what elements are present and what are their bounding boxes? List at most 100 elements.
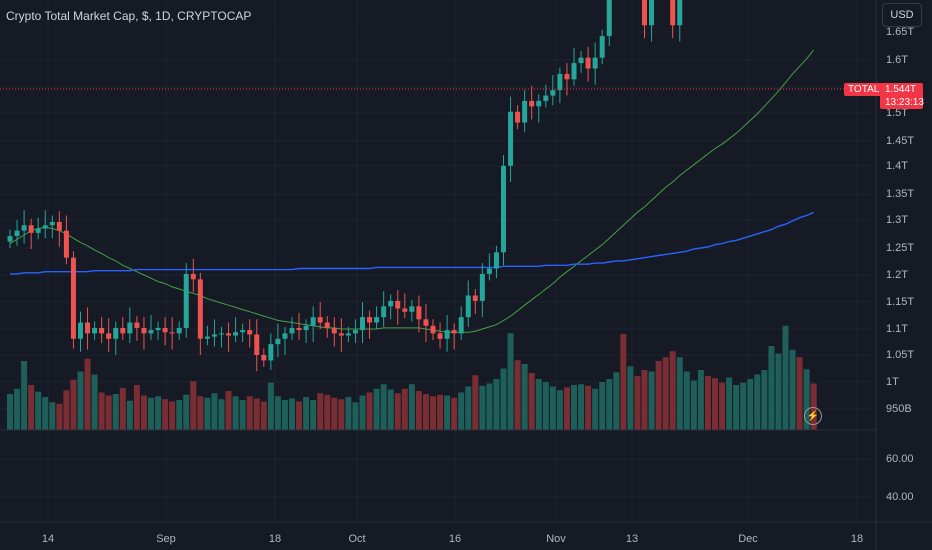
volume-bar [697, 370, 704, 430]
volume-bar [331, 397, 338, 430]
volume-bar [549, 386, 556, 430]
candle [70, 251, 76, 349]
candle [585, 46, 591, 82]
volume-bar [472, 375, 479, 430]
volume-bar [197, 396, 204, 430]
candle [63, 215, 69, 265]
volume-bar [493, 379, 500, 430]
volume-bar [310, 400, 317, 430]
candle [437, 322, 443, 349]
volume-bar [458, 392, 465, 430]
volume-bar [239, 400, 246, 430]
candle [360, 302, 365, 344]
candle [592, 42, 598, 85]
currency-button[interactable]: USD [882, 3, 922, 27]
candle [458, 306, 464, 340]
volume-bar [676, 357, 683, 430]
volume-bar [77, 371, 84, 430]
volume-bar [662, 357, 669, 430]
candle [578, 51, 584, 73]
volume-bar [408, 384, 415, 430]
bar-countdown: 13:23:13 [885, 97, 924, 108]
volume-bar [803, 369, 810, 430]
candle [465, 280, 471, 327]
volume-bar [648, 371, 655, 430]
volume-bar [578, 384, 585, 430]
candle [317, 302, 323, 330]
volume-bar [289, 398, 295, 430]
volume-bar [105, 395, 112, 430]
volume-bar [176, 400, 183, 430]
last-price-tag: 1.544T 13:23:13 [880, 83, 924, 109]
volume-bar [112, 394, 119, 430]
volume-bar [810, 383, 817, 430]
volume-bar [359, 395, 366, 430]
candle [190, 258, 196, 293]
volume-bar [768, 346, 775, 430]
candle [148, 314, 154, 340]
candle [219, 326, 224, 348]
volume-bar [690, 380, 697, 430]
volume-bar [21, 361, 28, 430]
candle [106, 318, 112, 352]
volume-bar [246, 396, 253, 430]
volume-bar [296, 401, 303, 430]
candle [522, 90, 528, 133]
volume-bar [190, 381, 197, 430]
volume-bar [775, 353, 782, 430]
candle [162, 317, 168, 346]
price-axis-label: 1.1T [886, 323, 909, 335]
volume-bar [63, 390, 70, 430]
candle [670, 0, 676, 39]
volume-bar [500, 368, 507, 430]
candle [395, 290, 401, 325]
candle [226, 322, 232, 352]
candle [78, 311, 83, 352]
volume-bar [317, 393, 324, 430]
candle [240, 323, 246, 343]
candle [261, 348, 267, 367]
indicator-axis-label: 60.00 [886, 453, 914, 465]
time-axis-label: 16 [448, 533, 462, 545]
volume-bar [183, 394, 190, 430]
candle [550, 74, 556, 106]
volume-bar [91, 374, 98, 430]
price-axis-label: 1.05T [886, 349, 915, 361]
volume-bar [669, 351, 676, 430]
volume-bar [49, 402, 56, 430]
volume-bar [740, 382, 747, 430]
volume-bar [444, 395, 451, 430]
volume-bar [521, 364, 528, 430]
candle [197, 272, 203, 355]
candle [254, 319, 260, 372]
volume-bar [324, 394, 331, 430]
volume-bar [733, 385, 740, 430]
candle [331, 317, 337, 347]
volume-bar [126, 400, 133, 430]
volume-bar [366, 392, 373, 430]
volume-bar [415, 391, 422, 430]
candle [85, 307, 91, 350]
candle [352, 319, 358, 344]
volume-bar [528, 373, 535, 430]
candle [381, 291, 387, 327]
candle [564, 63, 570, 96]
candle [127, 307, 133, 344]
candle [416, 295, 422, 333]
candle [571, 47, 577, 86]
candle [536, 94, 542, 123]
volume-bar [585, 385, 592, 430]
volume-bar [606, 379, 613, 430]
volume-bar [155, 396, 162, 430]
time-axis-label: 13 [625, 533, 639, 545]
candle [120, 317, 126, 340]
volume-bar [634, 376, 641, 430]
volume-bar [789, 349, 796, 430]
lightning-icon[interactable]: ⚡ [804, 407, 822, 425]
volume-bar [56, 403, 63, 430]
price-axis-label: 1.45T [886, 135, 915, 147]
volume-bar [70, 379, 77, 430]
volume-bar [211, 393, 218, 430]
volume-bar [253, 398, 260, 430]
